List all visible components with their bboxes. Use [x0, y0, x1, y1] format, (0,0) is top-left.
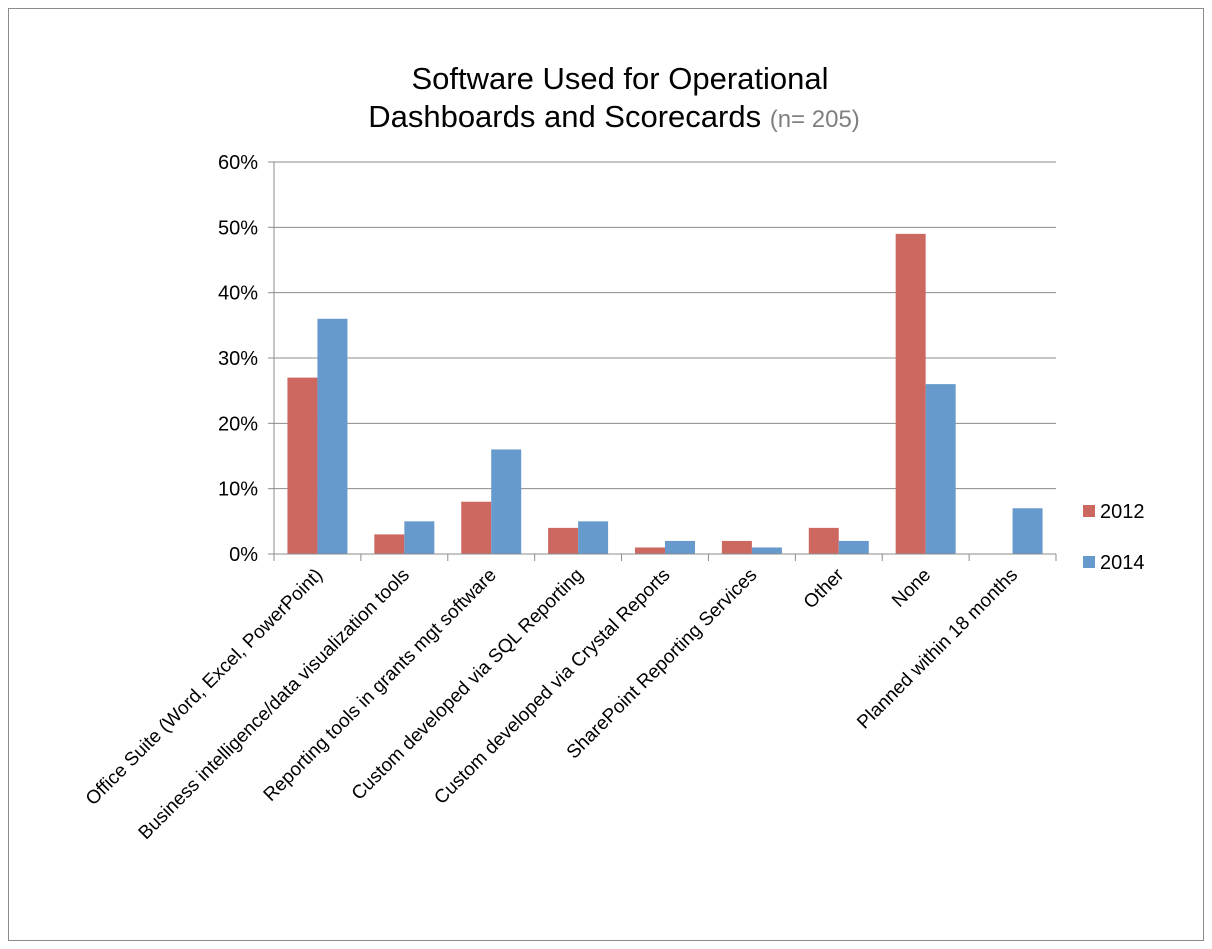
legend-label-2012: 2012 — [1100, 501, 1145, 523]
y-axis-tick-labels: 0% 10% 20% 30% 40% 50% 60% — [218, 152, 258, 566]
chart-svg: Software Used for Operational Dashboards… — [82, 61, 1145, 844]
chart-title: Software Used for Operational Dashboards… — [368, 61, 860, 134]
bar-2014 — [838, 540, 869, 554]
y-tick-label: 40% — [218, 283, 258, 305]
bar-2012 — [461, 501, 492, 554]
bars — [287, 233, 1043, 554]
x-axis — [273, 162, 1057, 561]
chart-title-line1: Software Used for Operational — [412, 61, 829, 96]
bar-2014 — [404, 521, 435, 554]
x-category-label: None — [888, 565, 935, 612]
bar-2014 — [925, 384, 956, 554]
y-tick-label: 30% — [218, 348, 258, 370]
bar-2012 — [808, 527, 839, 554]
y-tick-label: 60% — [218, 152, 258, 174]
bar-2014 — [751, 547, 782, 554]
bar-2014 — [317, 318, 348, 554]
bar-2012 — [895, 233, 926, 554]
y-tick-label: 20% — [218, 413, 258, 435]
chart-title-sample-size: (n= 205) — [770, 106, 860, 133]
chart-title-line2: Dashboards and Scorecards (n= 205) — [368, 99, 860, 134]
y-tick-label: 10% — [218, 479, 258, 501]
legend-label-2014: 2014 — [1100, 552, 1145, 574]
bar-2012 — [548, 527, 579, 554]
bar-2012 — [287, 377, 318, 554]
x-category-label: SharePoint Reporting Services — [563, 565, 762, 764]
bar-2014 — [578, 521, 609, 554]
y-tick-label: 50% — [218, 217, 258, 239]
bar-2012 — [721, 540, 752, 554]
bar-2014 — [665, 540, 695, 554]
bar-2012 — [374, 534, 405, 554]
legend-swatch-2014 — [1083, 556, 1095, 568]
x-category-label: Other — [800, 564, 849, 613]
y-tick-label: 0% — [229, 544, 258, 566]
chart-frame: Software Used for Operational Dashboards… — [8, 8, 1204, 941]
legend: 2012 2014 — [1083, 501, 1145, 574]
chart-title-line2-main: Dashboards and Scorecards — [368, 99, 761, 134]
bar-2012 — [635, 547, 665, 554]
bar-2014 — [491, 449, 522, 554]
bar-2014 — [1012, 508, 1043, 554]
x-category-label: Planned within 18 months — [853, 565, 1022, 734]
legend-swatch-2012 — [1083, 505, 1095, 517]
x-axis-category-labels: Office Suite (Word, Excel, PowerPoint)Bu… — [82, 564, 1022, 844]
